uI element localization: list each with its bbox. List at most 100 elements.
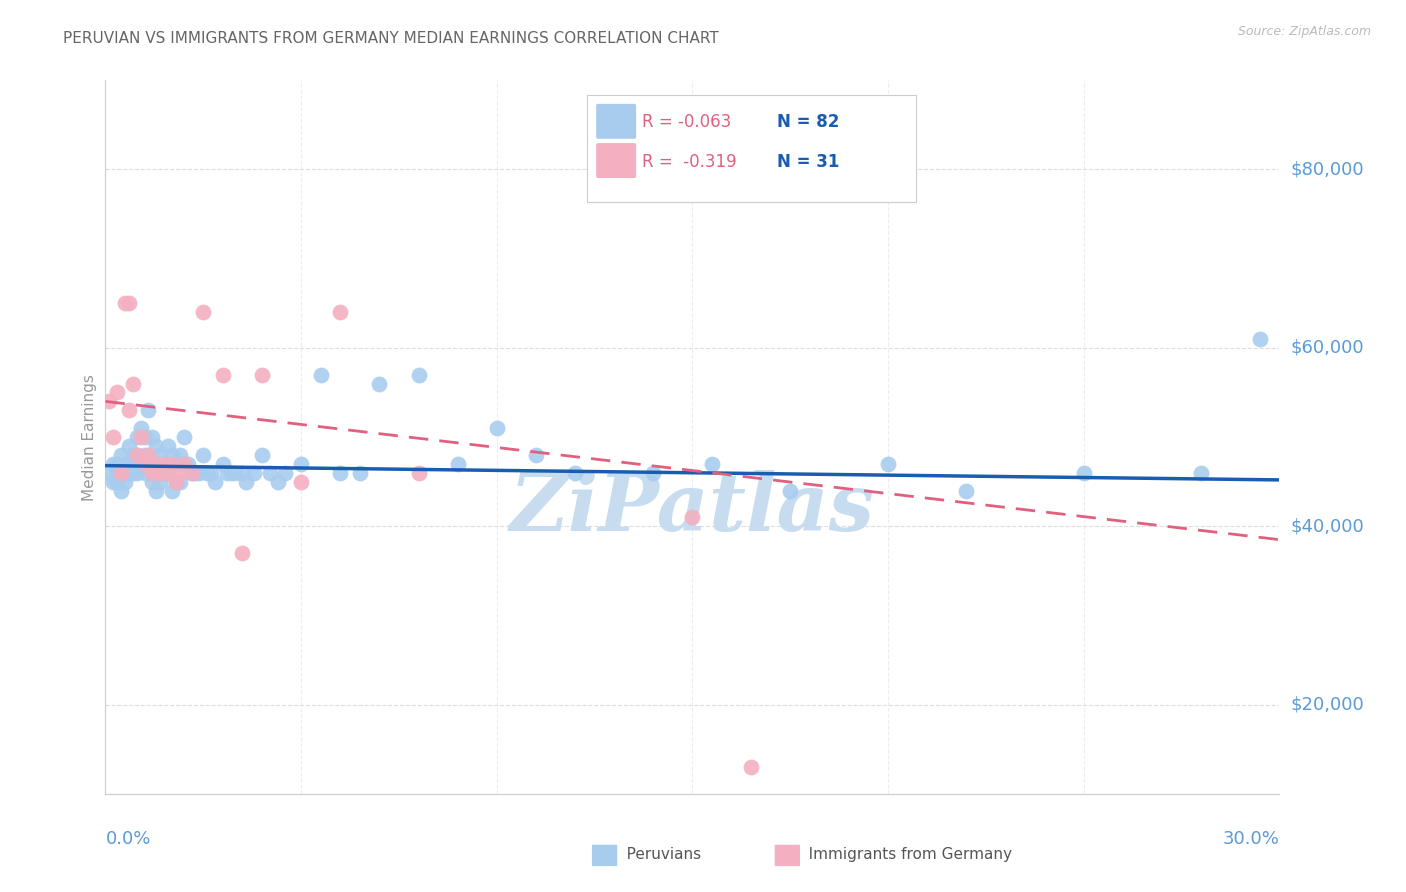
Point [368,376,391,391]
Text: 30.0%: 30.0% [1223,830,1279,848]
Point [1249,332,1271,346]
Point [125,466,148,480]
Point [110,466,132,480]
Point [224,466,246,480]
Point [145,457,167,471]
Point [118,457,141,471]
Point [145,439,167,453]
Point [138,448,160,462]
Point [134,430,156,444]
Point [266,475,288,489]
Point [173,457,195,471]
Point [114,296,136,310]
Point [118,403,141,417]
Point [169,448,191,462]
Point [184,466,207,480]
Point [165,457,187,471]
Point [681,510,703,524]
Point [211,457,233,471]
Point [134,457,156,471]
Point [446,457,468,471]
Point [105,385,128,400]
Point [235,475,257,489]
Point [149,466,172,480]
Text: $80,000: $80,000 [1291,161,1364,178]
Point [195,466,218,480]
Point [114,475,136,489]
Text: N = 82: N = 82 [778,112,839,130]
Point [160,457,183,471]
Point [169,466,191,480]
Point [125,430,148,444]
Point [110,483,132,498]
Point [105,475,128,489]
Point [408,368,430,382]
Point [250,368,273,382]
Point [157,466,180,480]
Point [153,457,176,471]
Point [114,466,136,480]
Point [1189,466,1212,480]
Point [105,457,128,471]
Point [176,457,198,471]
Point [259,466,281,480]
Point [118,439,141,453]
Text: Peruvians: Peruvians [612,847,700,862]
Point [204,475,226,489]
Point [141,430,163,444]
Point [193,305,215,319]
Text: R = -0.063: R = -0.063 [643,112,731,130]
Point [103,457,125,471]
Point [105,466,128,480]
Point [231,466,253,480]
Point [125,448,148,462]
Point [485,421,508,435]
Text: N = 31: N = 31 [778,153,839,171]
Point [134,448,156,462]
Text: Immigrants from Germany: Immigrants from Germany [794,847,1012,862]
Point [153,457,176,471]
Point [118,466,141,480]
Point [779,483,801,498]
Point [173,430,195,444]
Point [145,483,167,498]
Point [110,466,132,480]
Point [408,466,430,480]
Text: 0.0%: 0.0% [105,830,150,848]
Point [700,457,723,471]
Point [141,466,163,480]
Point [103,430,125,444]
Point [157,466,180,480]
Point [160,448,183,462]
FancyBboxPatch shape [586,95,915,202]
Point [129,430,152,444]
Point [138,403,160,417]
Point [160,483,183,498]
Point [169,475,191,489]
Text: PERUVIAN VS IMMIGRANTS FROM GERMANY MEDIAN EARNINGS CORRELATION CHART: PERUVIAN VS IMMIGRANTS FROM GERMANY MEDI… [63,31,718,46]
Point [121,448,143,462]
Point [877,457,900,471]
Point [110,448,132,462]
Point [173,457,195,471]
Point [1073,466,1095,480]
Point [219,466,242,480]
Text: $60,000: $60,000 [1291,339,1364,357]
Point [165,475,187,489]
Point [740,760,762,774]
Point [250,448,273,462]
Point [129,421,152,435]
Point [180,466,202,480]
Point [290,475,312,489]
Point [149,475,172,489]
Point [103,475,125,489]
Text: R =  -0.319: R = -0.319 [643,153,737,171]
Point [157,439,180,453]
Point [121,376,143,391]
Point [200,466,222,480]
Point [138,457,160,471]
Point [129,457,152,471]
Point [290,457,312,471]
Y-axis label: Median Earnings: Median Earnings [82,374,97,500]
Point [349,466,371,480]
